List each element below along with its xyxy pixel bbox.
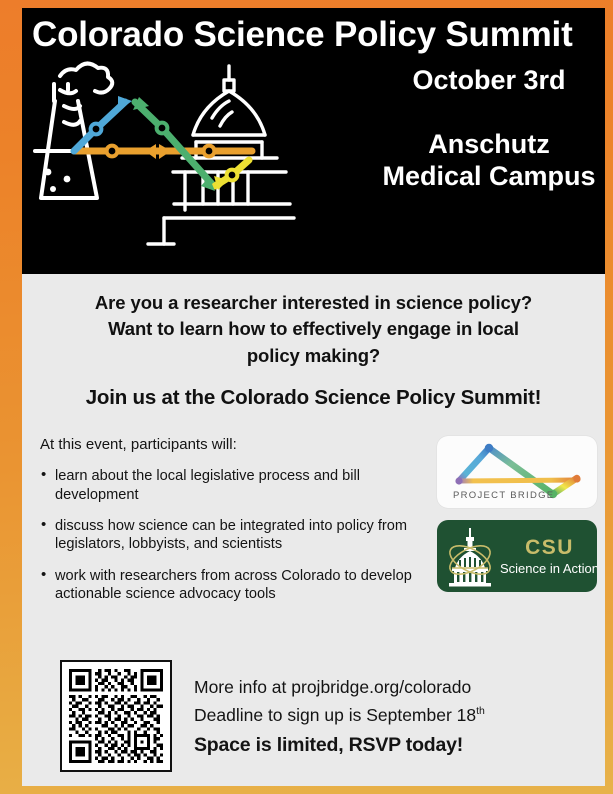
list-item: learn about the local legislative proces…	[40, 466, 423, 504]
bridge-mark	[455, 444, 581, 499]
lead-question-line-3: policy making?	[246, 344, 381, 366]
csu-atom-orbits	[449, 545, 491, 576]
deadline-text: Deadline to sign up is September 18	[194, 704, 477, 725]
policy-line-chart	[70, 95, 256, 191]
details-row: At this event, participants will: learn …	[22, 410, 605, 660]
page-title: Colorado Science Policy Summit	[32, 15, 573, 54]
event-venue-line-1: Anschutz	[428, 129, 550, 160]
csu-capitol-dome-icon	[437, 524, 500, 588]
header-body: October 3rd Anschutz Medical Campus	[22, 54, 605, 261]
header-illustration	[22, 54, 377, 261]
poster-inner: Colorado Science Policy Summit	[22, 8, 605, 786]
participants-section: At this event, participants will: learn …	[22, 436, 429, 616]
participants-bullet-list: learn about the local legislative proces…	[40, 466, 423, 604]
more-info-line: More info at projbridge.org/colorado	[194, 676, 472, 697]
event-venue-line-2: Medical Campus	[382, 161, 596, 192]
capitol-icon	[146, 64, 296, 246]
chart-arrowheads	[118, 95, 228, 191]
project-bridge-wordmark: PROJECT BRIDGE	[453, 490, 555, 502]
footer-info: More info at projbridge.org/colorado Dea…	[172, 673, 595, 759]
event-date: October 3rd	[412, 64, 566, 95]
list-item: work with researchers from across Colora…	[40, 566, 423, 604]
sponsor-logos: PROJECT BRIDGE	[429, 436, 605, 593]
event-meta: October 3rd Anschutz Medical Campus	[377, 54, 605, 261]
lead-question-line-1: Are you a researcher interested in scien…	[94, 292, 533, 313]
lead-cta: Join us at the Colorado Science Policy S…	[85, 385, 542, 409]
deadline-ordinal-suffix: th	[476, 705, 485, 718]
qr-code[interactable]	[60, 660, 172, 772]
lead-block: Are you a researcher interested in scien…	[22, 274, 605, 410]
participants-intro: At this event, participants will:	[40, 436, 237, 454]
csu-logo: CSU Science in Action	[437, 520, 597, 593]
rsvp-line: Space is limited, RSVP today!	[194, 733, 464, 756]
csu-mark: CSU	[525, 536, 574, 560]
list-item: discuss how science can be integrated in…	[40, 516, 423, 554]
footer-row: More info at projbridge.org/colorado Dea…	[22, 660, 605, 786]
chart-nodes	[88, 120, 240, 183]
event-venue: Anschutz Medical Campus	[377, 129, 601, 193]
project-bridge-logo: PROJECT BRIDGE	[437, 436, 597, 509]
lead-question: Are you a researcher interested in scien…	[36, 290, 591, 369]
lead-question-line-2: Want to learn how to effectively engage …	[108, 318, 519, 340]
deadline-line: Deadline to sign up is September 18th	[194, 701, 595, 729]
csu-tagline: Science in Action	[500, 561, 597, 577]
flask-bubbles	[44, 168, 71, 192]
csu-text: CSU Science in Action	[500, 537, 597, 575]
poster-header: Colorado Science Policy Summit	[22, 8, 605, 274]
